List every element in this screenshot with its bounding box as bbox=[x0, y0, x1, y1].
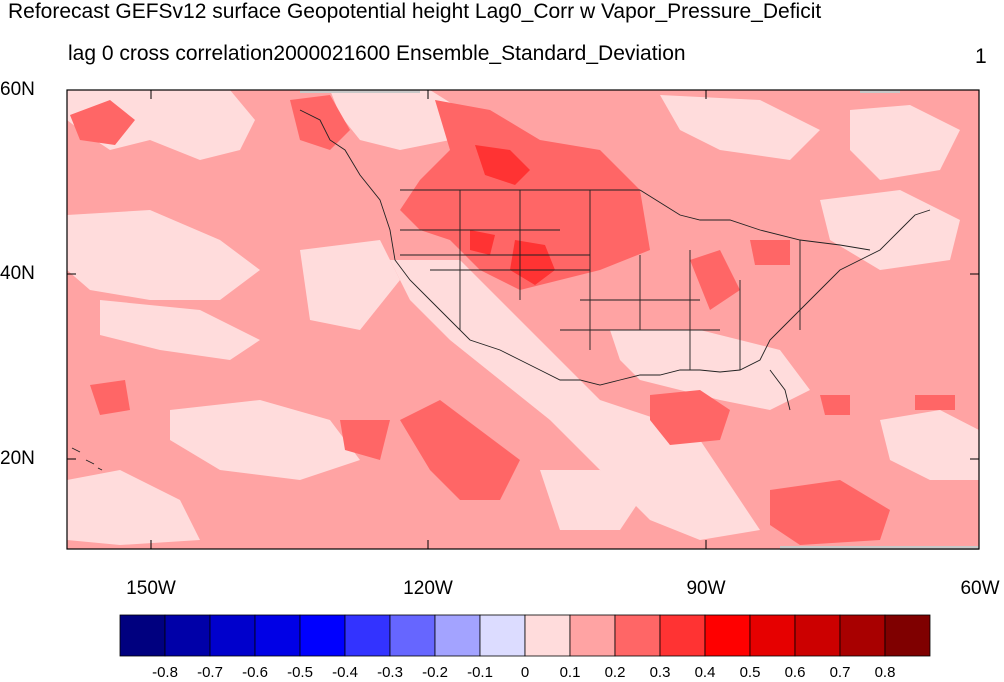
colorbar-swatch bbox=[839, 614, 886, 657]
axis-ticks bbox=[67, 89, 980, 549]
correlation-map bbox=[66, 89, 980, 550]
colorbar-tick-label: 0.2 bbox=[604, 664, 626, 681]
colorbar-tick-label: -0.3 bbox=[377, 664, 403, 681]
colorbar-tick-label: 0.5 bbox=[739, 664, 761, 681]
colorbar-tick-label: -0.2 bbox=[422, 664, 448, 681]
colorbar-swatch bbox=[569, 614, 616, 657]
lat-label-60n: 60N bbox=[0, 79, 35, 100]
colorbar-tick-label: 0.3 bbox=[649, 664, 671, 681]
colorbar-swatch bbox=[524, 614, 571, 657]
strong-correlation-regions bbox=[70, 95, 955, 545]
plot-subtitle: lag 0 cross correlation2000021600 Ensemb… bbox=[68, 42, 686, 65]
colorbar-swatch bbox=[299, 614, 346, 657]
page-title: Reforecast GEFSv12 surface Geopotential … bbox=[8, 0, 822, 23]
colorbar-tick-label: -0.4 bbox=[332, 664, 358, 681]
colorbar-swatch bbox=[704, 614, 751, 657]
colorbar-tick-label: -0.1 bbox=[467, 664, 493, 681]
colorbar-swatch bbox=[434, 614, 481, 657]
coastline-outlines bbox=[71, 109, 931, 471]
colorbar-swatch bbox=[794, 614, 841, 657]
colorbar-tick-label: -0.5 bbox=[287, 664, 313, 681]
colorbar-swatch bbox=[119, 614, 166, 657]
colorbar-tick-label: 0.8 bbox=[874, 664, 896, 681]
colorbar-swatch bbox=[479, 614, 526, 657]
strongest-correlation-regions bbox=[470, 145, 555, 285]
lat-label-20n: 20N bbox=[0, 448, 35, 469]
colorbar-swatch bbox=[344, 614, 391, 657]
colorbar-swatch bbox=[659, 614, 706, 657]
colorbar-swatch bbox=[614, 614, 661, 657]
colorbar-swatch bbox=[209, 614, 256, 657]
colorbar-swatch bbox=[164, 614, 211, 657]
lat-label-40n: 40N bbox=[0, 263, 35, 284]
colorbar-tick-label: -0.7 bbox=[197, 664, 223, 681]
colorbar-tick-label: 0.6 bbox=[784, 664, 806, 681]
colorbar-tick-label: 0.7 bbox=[829, 664, 851, 681]
colorbar-swatch bbox=[749, 614, 796, 657]
colorbar-swatch bbox=[254, 614, 301, 657]
colorbar-tick-label: -0.8 bbox=[152, 664, 178, 681]
colorbar-tick-label: 0.1 bbox=[559, 664, 581, 681]
lon-label-90w: 90W bbox=[686, 578, 726, 599]
map-frame bbox=[66, 89, 980, 550]
missing-data-regions bbox=[300, 90, 979, 550]
colorbar-tick-label: 0.4 bbox=[694, 664, 716, 681]
light-correlation-regions bbox=[67, 90, 979, 545]
colorbar-tick-label: 0 bbox=[520, 664, 530, 681]
lon-label-150w: 150W bbox=[126, 578, 176, 599]
colorbar-tick-label: -0.6 bbox=[242, 664, 268, 681]
panel-number: 1 bbox=[975, 45, 987, 68]
colorbar-swatch bbox=[389, 614, 436, 657]
colorbar-swatch bbox=[884, 614, 931, 657]
lon-label-60w: 60W bbox=[960, 578, 1000, 599]
lon-label-120w: 120W bbox=[403, 578, 453, 599]
